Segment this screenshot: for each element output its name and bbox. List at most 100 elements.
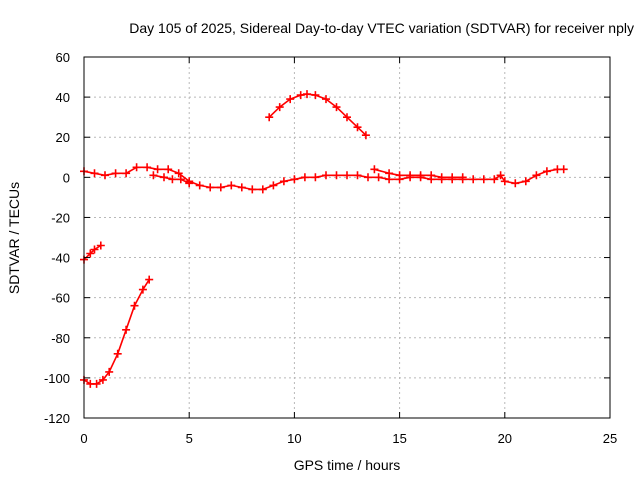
y-tick-label: 0 xyxy=(63,170,70,185)
data-point xyxy=(322,171,330,180)
x-tick-label: 5 xyxy=(186,431,193,446)
data-point xyxy=(105,367,114,376)
data-point xyxy=(143,163,152,172)
data-point xyxy=(303,90,311,99)
ticks xyxy=(83,56,611,419)
data-point xyxy=(101,171,109,180)
data-point xyxy=(248,185,257,194)
data-point xyxy=(86,249,95,258)
data-point xyxy=(343,171,351,180)
data-point xyxy=(406,171,415,180)
data-point xyxy=(361,131,370,140)
series-band-lower-3-5 xyxy=(149,171,194,188)
data-point xyxy=(168,175,177,184)
data-point xyxy=(275,103,284,112)
data-point xyxy=(542,167,551,176)
data-point xyxy=(92,379,101,388)
data-point xyxy=(353,171,362,180)
data-point xyxy=(311,91,320,100)
data-point xyxy=(385,169,394,178)
data-point xyxy=(227,181,236,190)
series-lower-left-curve xyxy=(80,275,154,388)
data-point xyxy=(370,165,379,174)
data-point xyxy=(511,179,520,188)
data-point xyxy=(206,183,215,192)
data-point xyxy=(122,325,131,334)
data-point xyxy=(286,95,295,104)
data-point xyxy=(153,165,162,174)
chart-title: Day 105 of 2025, Sidereal Day-to-day VTE… xyxy=(129,20,634,36)
data-point xyxy=(269,181,278,190)
data-point xyxy=(149,171,158,180)
x-tick-label: 20 xyxy=(498,431,512,446)
y-tick-label: -60 xyxy=(51,291,70,306)
y-tick-label: 60 xyxy=(56,50,70,65)
series-line xyxy=(83,166,565,191)
data-point xyxy=(521,177,530,186)
data-point xyxy=(296,91,305,100)
x-tick-labels: 0 5 10 15 20 25 xyxy=(80,431,617,446)
series-layer xyxy=(80,90,568,388)
data-point xyxy=(490,175,499,184)
x-axis-label: GPS time / hours xyxy=(294,457,401,473)
y-tick-label: -120 xyxy=(44,411,70,426)
data-point xyxy=(332,171,341,180)
y-tick-label: -40 xyxy=(51,251,70,266)
data-point xyxy=(132,163,141,172)
data-point xyxy=(122,169,131,178)
y-axis-label: SDTVAR / TECUs xyxy=(6,182,22,294)
data-point xyxy=(416,171,425,180)
data-point xyxy=(164,165,173,174)
data-point xyxy=(290,175,299,184)
data-point xyxy=(216,183,225,192)
data-point xyxy=(448,173,457,182)
data-point xyxy=(90,245,99,254)
plot-frame xyxy=(83,56,611,419)
series-line xyxy=(83,244,102,261)
y-tick-label: 40 xyxy=(56,90,70,105)
data-point xyxy=(395,171,404,180)
data-point xyxy=(185,179,194,188)
series-line xyxy=(268,93,367,136)
y-tick-labels: -120 -100 -80 -60 -40 -20 0 20 40 60 xyxy=(44,50,70,426)
data-point xyxy=(469,175,478,184)
x-tick-label: 0 xyxy=(80,431,87,446)
data-point xyxy=(176,175,185,184)
y-tick-label: -20 xyxy=(51,210,70,225)
data-point xyxy=(195,181,204,190)
data-point xyxy=(111,169,120,178)
x-tick-label: 25 xyxy=(603,431,617,446)
data-point xyxy=(98,375,107,384)
data-point xyxy=(311,173,320,182)
data-point xyxy=(279,177,288,186)
data-point xyxy=(437,173,446,182)
data-point xyxy=(427,171,436,180)
data-point xyxy=(364,173,372,182)
data-point xyxy=(332,103,341,112)
series-band-upper-14-18 xyxy=(370,165,467,182)
y-tick-label: -80 xyxy=(51,331,70,346)
data-point xyxy=(130,301,139,310)
data-point xyxy=(258,185,267,194)
data-point xyxy=(113,349,122,358)
y-tick-label: 20 xyxy=(56,130,70,145)
series-line xyxy=(83,278,150,385)
x-tick-label: 10 xyxy=(287,431,301,446)
data-point xyxy=(96,241,105,250)
data-point xyxy=(374,173,383,182)
x-tick-label: 15 xyxy=(392,431,406,446)
data-point xyxy=(174,169,183,178)
data-point xyxy=(343,113,351,122)
data-point xyxy=(145,275,154,284)
data-point xyxy=(353,123,362,132)
data-point xyxy=(458,173,467,182)
data-point xyxy=(90,169,99,178)
data-point xyxy=(532,171,541,180)
data-point xyxy=(496,171,505,180)
y-tick-label: -100 xyxy=(44,371,70,386)
data-point xyxy=(237,183,246,192)
data-point xyxy=(265,113,274,122)
gridlines xyxy=(84,57,610,418)
data-point xyxy=(559,165,568,174)
